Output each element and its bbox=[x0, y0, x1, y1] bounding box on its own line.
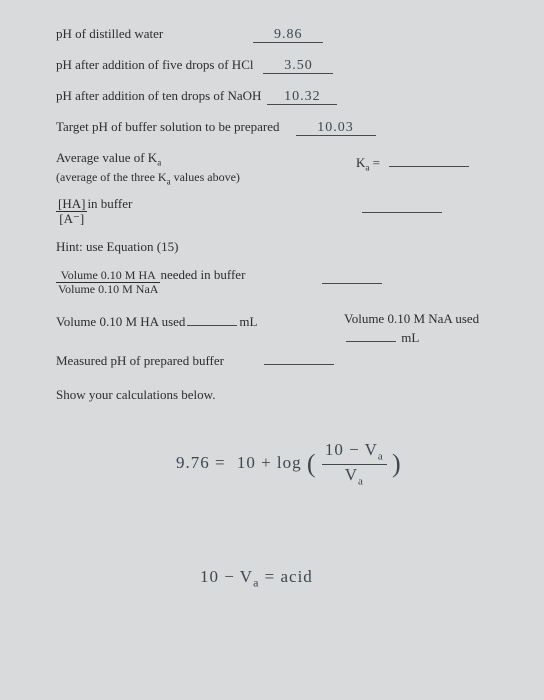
value-ka bbox=[389, 150, 469, 167]
row-target: Target pH of buffer solution to be prepa… bbox=[56, 119, 504, 136]
frac-ha-a: [HA] [A⁻] bbox=[56, 197, 87, 225]
label-avgk: Average value of Ka bbox=[56, 150, 161, 168]
label-distilled: pH of distilled water bbox=[56, 26, 163, 42]
row-volratio: Volume 0.10 M HA Volume 0.10 M NaA neede… bbox=[56, 267, 504, 295]
group-vol-naa: Volume 0.10 M NaA used mL bbox=[344, 311, 504, 346]
value-hcl: 3.50 bbox=[263, 57, 333, 74]
label-measured: Measured pH of prepared buffer bbox=[56, 353, 224, 369]
value-volratio bbox=[322, 267, 382, 284]
row-ha-ratio: [HA] [A⁻] in buffer bbox=[56, 196, 504, 225]
row-hcl: pH after addition of five drops of HCl 3… bbox=[56, 57, 504, 74]
label-naoh: pH after addition of ten drops of NaOH bbox=[56, 88, 261, 104]
label-avgk-sub: (average of the three Ka values above) bbox=[56, 170, 240, 186]
frac-vol: Volume 0.10 M HA Volume 0.10 M NaA bbox=[56, 269, 160, 295]
row-measured: Measured pH of prepared buffer bbox=[56, 348, 504, 369]
row-avgk: Average value of Ka Ka = bbox=[56, 150, 504, 168]
row-naoh: pH after addition of ten drops of NaOH 1… bbox=[56, 88, 504, 105]
calc-area: 9.76 = 10 + log ( 10 − Va Va ) 10 − Va =… bbox=[56, 417, 504, 657]
value-vol-naa bbox=[346, 327, 396, 342]
label-hint: Hint: use Equation (15) bbox=[56, 239, 178, 255]
label-target: Target pH of buffer solution to be prepa… bbox=[56, 119, 280, 135]
value-distilled: 9.86 bbox=[253, 26, 323, 43]
label-needed: needed in buffer bbox=[160, 267, 245, 283]
row-showcalc: Show your calculations below. bbox=[56, 387, 504, 403]
unit-vol-ha: mL bbox=[239, 314, 257, 330]
worksheet-page: pH of distilled water 9.86 pH after addi… bbox=[0, 0, 544, 657]
value-measured bbox=[264, 348, 334, 365]
row-distilled: pH of distilled water 9.86 bbox=[56, 26, 504, 43]
calc-line1: 9.76 = 10 + log ( 10 − Va Va ) bbox=[176, 441, 402, 487]
row-hint: Hint: use Equation (15) bbox=[56, 239, 504, 255]
value-ha-ratio bbox=[362, 196, 442, 213]
value-target: 10.03 bbox=[296, 119, 376, 136]
label-showcalc: Show your calculations below. bbox=[56, 387, 215, 403]
label-vol-ha: Volume 0.10 M HA used bbox=[56, 314, 185, 330]
calc-line2: 10 − Va = acid bbox=[200, 567, 313, 590]
value-naoh: 10.32 bbox=[267, 88, 337, 105]
row-avgk-sub: (average of the three Ka values above) bbox=[56, 170, 504, 186]
label-in-buffer: in buffer bbox=[87, 196, 132, 212]
label-hcl: pH after addition of five drops of HCl bbox=[56, 57, 253, 73]
label-vol-naa: Volume 0.10 M NaA used bbox=[344, 311, 479, 326]
value-vol-ha bbox=[187, 311, 237, 326]
row-volumes: Volume 0.10 M HA used mL Volume 0.10 M N… bbox=[56, 311, 504, 330]
unit-vol-naa: mL bbox=[401, 330, 419, 345]
